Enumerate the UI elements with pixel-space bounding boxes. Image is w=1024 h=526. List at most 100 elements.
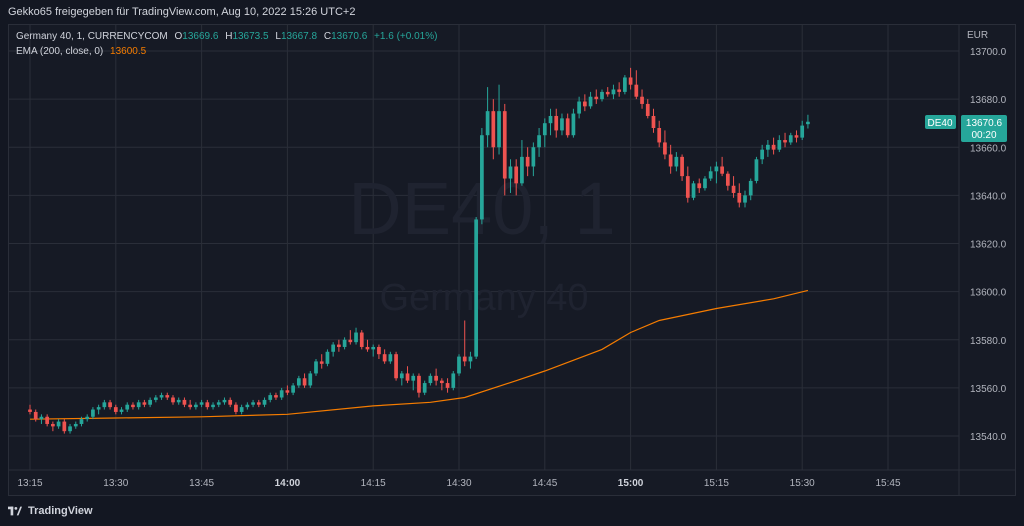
candle-body — [731, 185, 736, 193]
tradingview-logo-icon — [8, 506, 22, 516]
candle — [434, 368, 438, 386]
candle-body — [783, 140, 787, 143]
candle — [663, 130, 667, 160]
time-tick-label: 15:45 — [875, 478, 900, 489]
candle-body — [462, 356, 467, 362]
candle-body — [359, 332, 364, 347]
candle-body — [554, 115, 559, 131]
candle — [497, 84, 501, 155]
candle — [188, 399, 193, 410]
ema-value: 13600.5 — [110, 46, 147, 57]
candle — [737, 183, 742, 208]
candle — [525, 147, 530, 177]
candle — [548, 108, 553, 136]
candle — [142, 399, 147, 408]
tradingview-logo[interactable]: TradingView — [8, 505, 93, 517]
last-price-value: 13670.6 — [966, 118, 1003, 129]
candle — [359, 330, 364, 350]
candle — [491, 99, 496, 160]
candle — [560, 113, 564, 136]
candle — [136, 399, 141, 410]
candle — [451, 371, 456, 391]
candle-body — [279, 390, 284, 398]
candle — [748, 178, 753, 201]
candle — [268, 392, 273, 403]
price-tick-label: 13600.0 — [970, 288, 1007, 299]
candle — [79, 416, 84, 427]
candle — [514, 159, 519, 196]
candle-body — [73, 423, 78, 427]
candle — [634, 70, 639, 100]
candle-body — [405, 373, 410, 381]
candle — [382, 349, 387, 364]
candle-body — [325, 351, 330, 364]
candle-body — [79, 419, 84, 424]
candle-body — [45, 416, 50, 424]
candle-body — [268, 395, 273, 400]
candle-body — [188, 404, 193, 408]
candle-body — [605, 91, 610, 95]
candle-body — [148, 399, 152, 405]
candle — [165, 392, 170, 400]
candle — [714, 161, 719, 184]
candle — [731, 176, 736, 198]
candle — [411, 373, 416, 391]
candle-body — [422, 383, 427, 393]
candle-body — [657, 128, 662, 143]
bar-countdown: 00:20 — [971, 130, 996, 141]
price-badge[interactable]: DE40 13670.6 00:20 — [925, 115, 1007, 142]
candle-body — [634, 84, 639, 97]
candle — [680, 154, 684, 181]
candle-body — [525, 156, 530, 167]
candle — [708, 166, 713, 181]
candle-body — [537, 135, 541, 148]
candle — [285, 385, 290, 396]
candle-body — [663, 142, 667, 155]
candle-body — [725, 173, 730, 186]
candle — [388, 351, 393, 364]
ema-legend[interactable]: EMA (200, close, 0) 13600.5 — [16, 46, 150, 57]
candle-body — [468, 356, 473, 362]
candle — [68, 423, 72, 434]
low-label: L — [275, 31, 281, 42]
candle-body — [806, 121, 810, 125]
candle-body — [274, 395, 278, 398]
candle-body — [102, 402, 107, 408]
candle-body — [411, 375, 416, 381]
candle-body — [508, 166, 513, 179]
candle — [399, 371, 404, 386]
candle — [377, 344, 381, 359]
candle — [771, 137, 776, 155]
candle-body — [228, 399, 233, 405]
candle — [331, 342, 336, 357]
candle — [348, 330, 353, 345]
candle-body — [337, 344, 341, 347]
price-tick-label: 13640.0 — [970, 191, 1007, 202]
top-bar: Gekko65 freigegeben für TradingView.com,… — [0, 0, 1024, 24]
candle-body — [451, 373, 456, 388]
candle-body — [33, 411, 38, 420]
candle-body — [697, 183, 702, 189]
candle-body — [600, 91, 604, 100]
candle — [485, 87, 490, 148]
candle — [623, 75, 627, 95]
candle — [605, 87, 610, 97]
candle — [39, 414, 44, 424]
candle — [113, 404, 118, 415]
candle-body — [222, 399, 227, 403]
candle-body — [131, 404, 135, 408]
ohlc-legend[interactable]: Germany 40, 1, CURRENCYCOM O13669.6 H136… — [16, 31, 441, 42]
candle — [319, 354, 324, 369]
candle — [405, 366, 410, 384]
candle — [531, 142, 536, 177]
time-tick-label: 14:30 — [446, 478, 471, 489]
candle-body — [296, 378, 301, 386]
candle-body — [314, 361, 318, 374]
low-value: 13667.8 — [280, 31, 318, 42]
candle-body — [417, 375, 421, 393]
candle-body — [394, 354, 398, 379]
candle — [657, 120, 662, 148]
candle-body — [542, 123, 547, 136]
price-tick-label: 13580.0 — [970, 336, 1007, 347]
